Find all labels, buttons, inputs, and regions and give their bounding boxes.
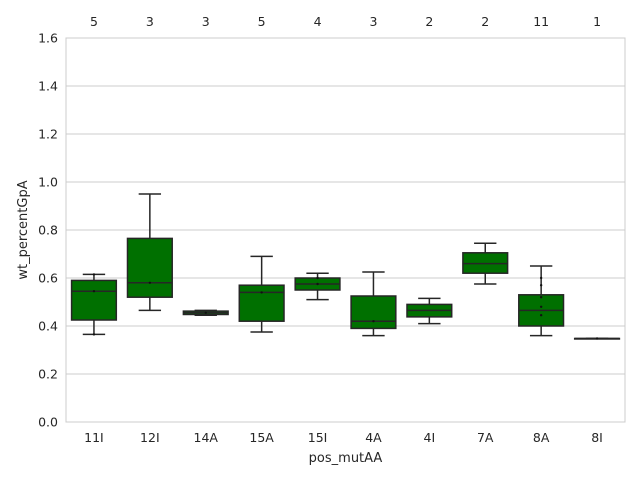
box-body [70, 279, 118, 321]
box-15A [238, 255, 285, 333]
y-tick-label: 1.0 [38, 175, 58, 190]
box-4A [350, 271, 397, 337]
x-tick-label: 11I [84, 430, 104, 445]
x-tick-label: 8A [533, 430, 550, 445]
x-tick-label: 14A [194, 430, 219, 445]
x-axis-label: pos_mutAA [309, 451, 383, 466]
data-point [539, 296, 543, 299]
data-point [148, 281, 152, 284]
y-tick-label: 1.6 [38, 31, 58, 46]
count-label: 4 [314, 14, 322, 29]
count-label: 5 [90, 14, 98, 29]
box-14A [182, 309, 229, 316]
data-point [372, 320, 375, 323]
data-point [539, 276, 543, 280]
count-labels: 5 3 3 5 4 3 2 2 11 1 [90, 14, 601, 29]
count-label: 3 [146, 14, 154, 29]
y-tick-label: 0.0 [38, 415, 58, 430]
x-tick-label: 12I [140, 430, 160, 445]
count-label: 11 [533, 14, 549, 29]
box-7A [462, 242, 509, 285]
x-tick-label: 8I [591, 430, 603, 445]
x-tick-label: 4I [424, 430, 436, 445]
box-12I [126, 193, 173, 312]
box-body [126, 237, 173, 298]
data-point [539, 314, 543, 317]
count-label: 3 [369, 14, 377, 29]
x-tick-label: 15I [308, 430, 328, 445]
box-8A [518, 265, 565, 337]
box-15I [294, 272, 341, 301]
data-point [260, 291, 263, 294]
y-axis-label: wt_percentGpA [16, 180, 31, 279]
x-tick-label: 4A [365, 430, 382, 445]
box-4I [406, 297, 453, 325]
count-label: 3 [202, 14, 210, 29]
y-tick-label: 0.8 [38, 223, 58, 238]
box-body [350, 295, 397, 330]
y-tick-labels: 0.0 0.2 0.4 0.6 0.8 1.0 1.2 1.4 1.6 [38, 31, 58, 430]
y-tick-label: 1.4 [38, 79, 58, 94]
data-point [316, 282, 319, 286]
y-tick-label: 0.2 [38, 367, 58, 382]
data-point [316, 276, 319, 280]
data-point [539, 284, 543, 287]
y-tick-label: 0.4 [38, 319, 58, 334]
count-label: 2 [425, 14, 433, 29]
box-11I [70, 273, 118, 336]
data-point [539, 305, 543, 308]
x-tick-label: 15A [249, 430, 274, 445]
data-point [92, 333, 96, 336]
data-point [204, 311, 207, 314]
data-point [92, 273, 96, 276]
count-label: 5 [258, 14, 266, 29]
x-tick-labels: 11I 12I 14A 15A 15I 4A 4I 7A 8A 8I [84, 430, 603, 445]
count-label: 1 [593, 14, 601, 29]
box-body [238, 284, 285, 322]
data-point [595, 337, 599, 340]
data-point [92, 290, 96, 293]
box-8I [573, 337, 621, 340]
boxes-layer [70, 193, 621, 340]
y-tick-label: 1.2 [38, 127, 58, 142]
x-tick-label: 7A [477, 430, 494, 445]
plot-frame [65, 37, 626, 423]
count-label: 2 [481, 14, 489, 29]
y-tick-label: 0.6 [38, 271, 58, 286]
